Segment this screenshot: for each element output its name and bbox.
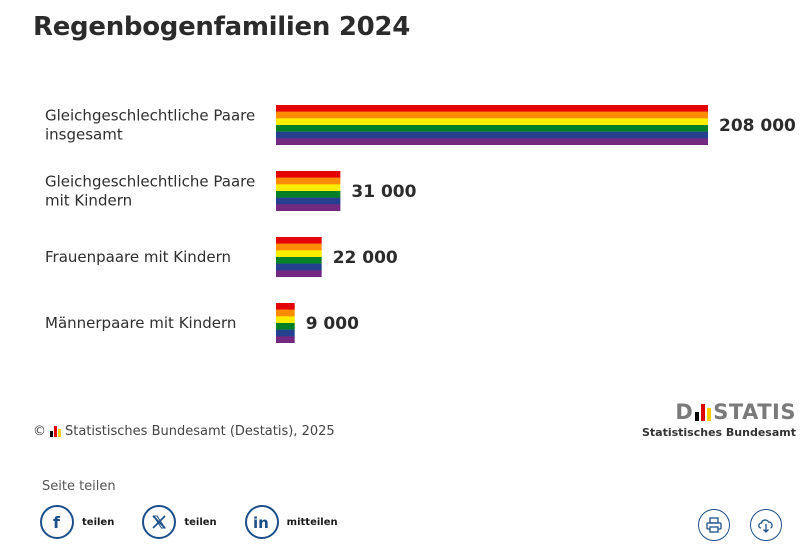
print-icon	[706, 517, 722, 533]
value-label-2: 22 000	[333, 248, 398, 268]
download-button[interactable]	[750, 509, 782, 541]
share-facebook-button[interactable]: f teilen	[40, 505, 114, 539]
page-tools	[698, 509, 782, 541]
category-label-0: Gleichgeschlechtliche Paare insgesamt	[45, 107, 255, 144]
bar-3	[276, 303, 295, 343]
bar-chart: Gleichgeschlechtliche Paare insgesamt 208 …	[45, 105, 796, 343]
linkedin-icon[interactable]: in	[244, 505, 279, 539]
value-label-1: 31 000	[351, 182, 416, 202]
category-label-2: Frauenpaare mit Kindern	[45, 248, 231, 266]
share-buttons: f teilen teilen in mitteilen	[40, 505, 366, 539]
svg-text:in: in	[253, 514, 269, 530]
share-heading: Seite teilen	[42, 479, 116, 494]
page-title: Regenbogenfamilien 2024	[33, 12, 410, 42]
bar-2	[276, 237, 322, 277]
logo-text-right: STATIS	[713, 400, 796, 424]
value-label-0: 208 000	[719, 116, 796, 136]
source-note: © Statistisches Bundesamt (Destatis), 20…	[33, 424, 335, 439]
share-x-label[interactable]: teilen	[184, 516, 217, 528]
share-linkedin-button[interactable]: in mitteilen	[244, 505, 338, 539]
destatis-logo: D STATIS Statistisches Bundesamt	[642, 400, 796, 439]
bar-0	[276, 105, 708, 145]
svg-text:f: f	[53, 513, 61, 531]
share-linkedin-label[interactable]: mitteilen	[286, 516, 338, 528]
share-facebook-label[interactable]: teilen	[82, 516, 115, 528]
x-icon[interactable]	[142, 505, 177, 539]
category-label-1: Gleichgeschlechtliche Paare mit Kindern	[45, 173, 255, 210]
download-icon	[758, 519, 773, 533]
facebook-icon[interactable]: f	[40, 505, 74, 539]
destatis-flag-icon	[50, 426, 61, 437]
share-x-button[interactable]: teilen	[142, 505, 217, 539]
bar-1	[276, 171, 341, 211]
logo-flag-icon	[695, 403, 712, 421]
logo-subtitle: Statistisches Bundesamt	[641, 426, 796, 439]
source-text: Statistisches Bundesamt (Destatis), 2025	[65, 424, 335, 439]
print-button[interactable]	[698, 509, 730, 541]
value-label-3: 9 000	[306, 314, 359, 334]
category-label-3: Männerpaare mit Kindern	[45, 314, 236, 332]
copyright-symbol: ©	[33, 424, 46, 439]
logo-text-left: D	[675, 400, 694, 424]
